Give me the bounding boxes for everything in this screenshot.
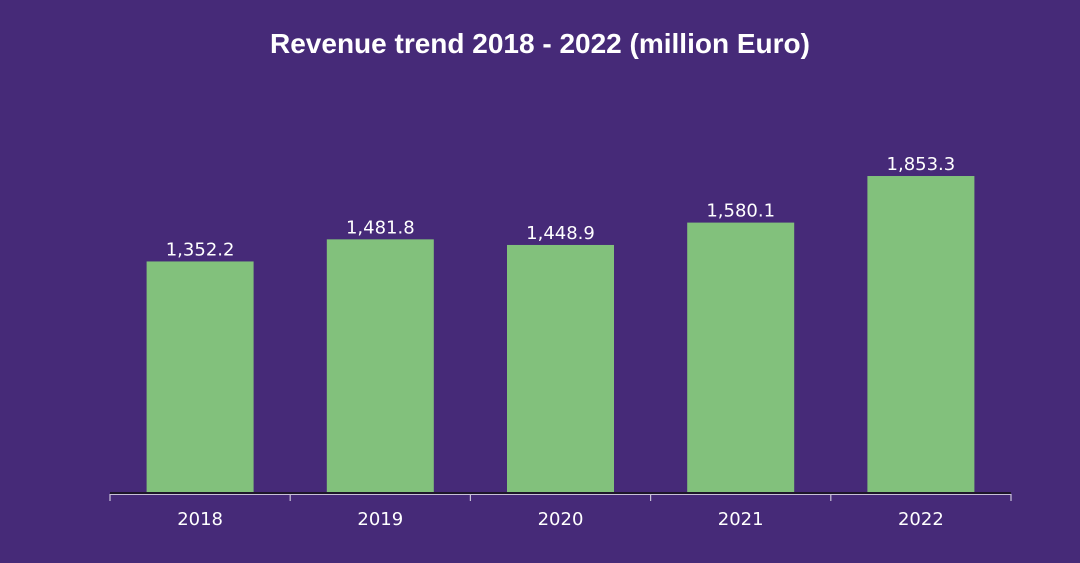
data-label-2019: 1,481.8 xyxy=(346,217,415,238)
bar-2019 xyxy=(326,239,434,492)
bar-2018 xyxy=(146,261,254,492)
bar-2021 xyxy=(687,222,795,492)
bar-2022 xyxy=(867,176,975,493)
x-tick-label-2022: 2022 xyxy=(898,509,944,530)
x-tick-label-2018: 2018 xyxy=(177,509,223,530)
chart-title: Revenue trend 2018 - 2022 (million Euro) xyxy=(270,28,810,59)
x-tick-label-2020: 2020 xyxy=(538,509,584,530)
data-label-2021: 1,580.1 xyxy=(706,201,775,222)
bar-2020 xyxy=(507,244,614,492)
data-label-2018: 1,352.2 xyxy=(166,239,235,260)
data-label-2020: 1,448.9 xyxy=(526,223,595,244)
x-tick-label-2021: 2021 xyxy=(718,509,764,530)
x-tick-label-2019: 2019 xyxy=(357,509,403,530)
data-label-2022: 1,853.3 xyxy=(887,154,956,175)
